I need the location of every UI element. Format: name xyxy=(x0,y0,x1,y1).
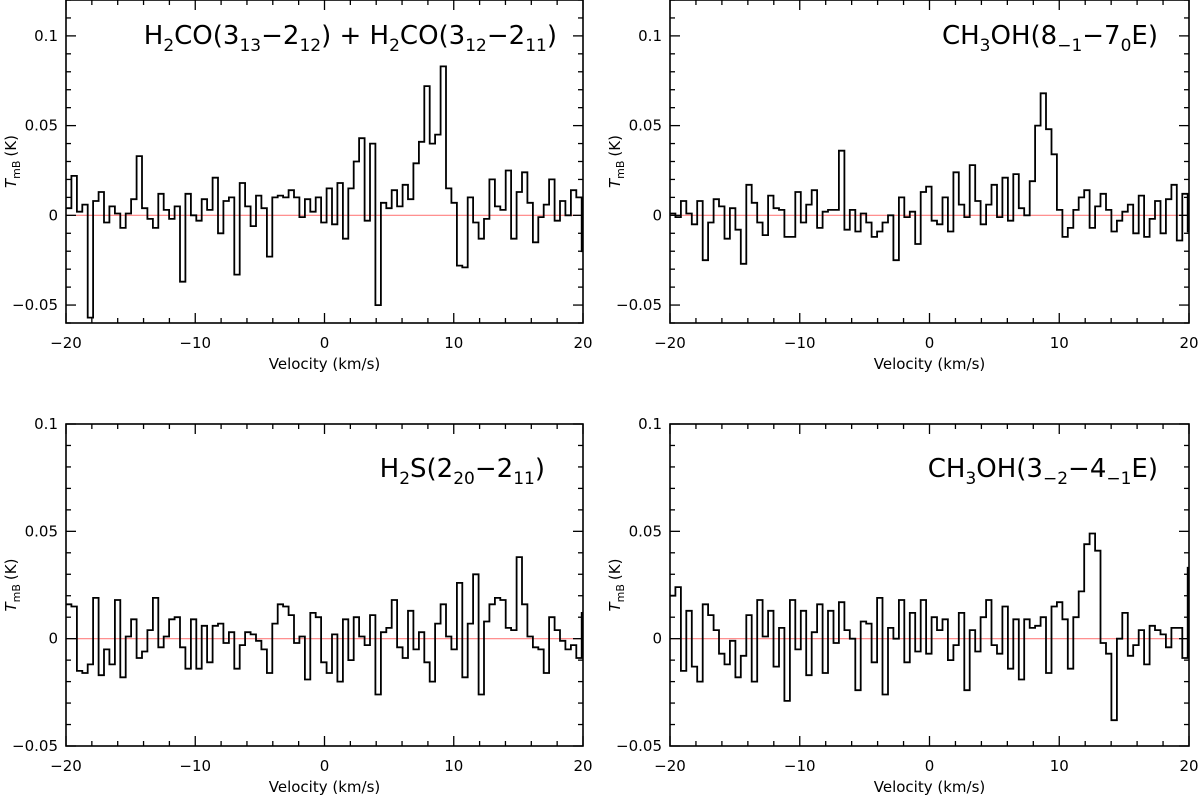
spectrum-panel-3: −20 −10 0 10 20 −0.05 0 0.05 0.1 Velocity (km/s) T… xyxy=(2,415,593,796)
x-tick-label: −20 xyxy=(50,757,82,775)
x-tick-label: −20 xyxy=(654,334,686,352)
y-tick-label: 0 xyxy=(652,206,662,224)
spectrum-panel-1: −20 −10 0 10 20 −0.05 0 0.05 0.1 Velocity (km/s) T… xyxy=(2,0,593,373)
spectrum-line xyxy=(670,532,1189,722)
x-tick-label: 20 xyxy=(1179,334,1198,352)
y-tick-label: 0 xyxy=(652,630,662,648)
x-tick-label: 20 xyxy=(1179,757,1198,775)
x-tick-label: 10 xyxy=(1050,757,1069,775)
x-tick-label: −20 xyxy=(654,757,686,775)
x-tick-label: 10 xyxy=(1050,334,1069,352)
y-tick-label: 0 xyxy=(48,630,58,648)
x-axis-label: Velocity (km/s) xyxy=(269,355,380,373)
x-axis-label: Velocity (km/s) xyxy=(269,778,380,796)
spectrum-title: CH3OH(8−1−70E) xyxy=(942,21,1158,56)
y-axis-label: TmB(K) xyxy=(606,559,627,612)
spectrum-line xyxy=(66,556,583,696)
spectrum-line xyxy=(66,65,583,319)
y-axis-label: TmB(K) xyxy=(606,135,627,188)
x-tick-label: 20 xyxy=(573,334,592,352)
y-tick-label: 0.1 xyxy=(638,27,662,45)
y-axis-label: TmB(K) xyxy=(2,559,23,612)
x-tick-label: −10 xyxy=(179,334,211,352)
y-axis-label: TmB(K) xyxy=(2,135,23,188)
x-axis-label: Velocity (km/s) xyxy=(874,355,985,373)
x-axis-label: Velocity (km/s) xyxy=(874,778,985,796)
y-tick-label: 0 xyxy=(48,206,58,224)
spectrum-line xyxy=(670,92,1189,265)
y-tick-label: 0.05 xyxy=(25,522,58,540)
y-tick-label: 0.1 xyxy=(34,415,58,433)
x-tick-label: 10 xyxy=(444,757,463,775)
y-tick-label: −0.05 xyxy=(12,737,58,755)
y-tick-label: 0.05 xyxy=(629,522,662,540)
spectrum-title: H2CO(313−212) + H2CO(312−211) xyxy=(144,21,557,56)
y-tick-label: 0.05 xyxy=(629,117,662,135)
x-tick-label: 20 xyxy=(573,757,592,775)
y-tick-label: 0.1 xyxy=(34,27,58,45)
x-tick-label: −20 xyxy=(50,334,82,352)
spectrum-title: CH3OH(3−2−4−1E) xyxy=(928,454,1158,489)
x-tick-label: −10 xyxy=(179,757,211,775)
x-tick-label: 0 xyxy=(320,757,330,775)
x-tick-label: 0 xyxy=(925,757,935,775)
y-tick-label: −0.05 xyxy=(616,737,662,755)
spectrum-title: H2S(220−211) xyxy=(380,454,545,489)
spectrum-panel-2: −20 −10 0 10 20 −0.05 0 0.05 0.1 Velocity (km/s) T… xyxy=(606,0,1199,373)
x-tick-label: −10 xyxy=(784,334,816,352)
y-tick-label: −0.05 xyxy=(616,296,662,314)
y-tick-label: −0.05 xyxy=(12,296,58,314)
x-tick-label: 0 xyxy=(925,334,935,352)
x-tick-label: −10 xyxy=(784,757,816,775)
x-tick-label: 0 xyxy=(320,334,330,352)
y-tick-label: 0.1 xyxy=(638,415,662,433)
x-tick-label: 10 xyxy=(444,334,463,352)
spectrum-panel-4: −20 −10 0 10 20 −0.05 0 0.05 0.1 Velocity (km/s) T… xyxy=(606,415,1199,796)
y-tick-label: 0.05 xyxy=(25,117,58,135)
